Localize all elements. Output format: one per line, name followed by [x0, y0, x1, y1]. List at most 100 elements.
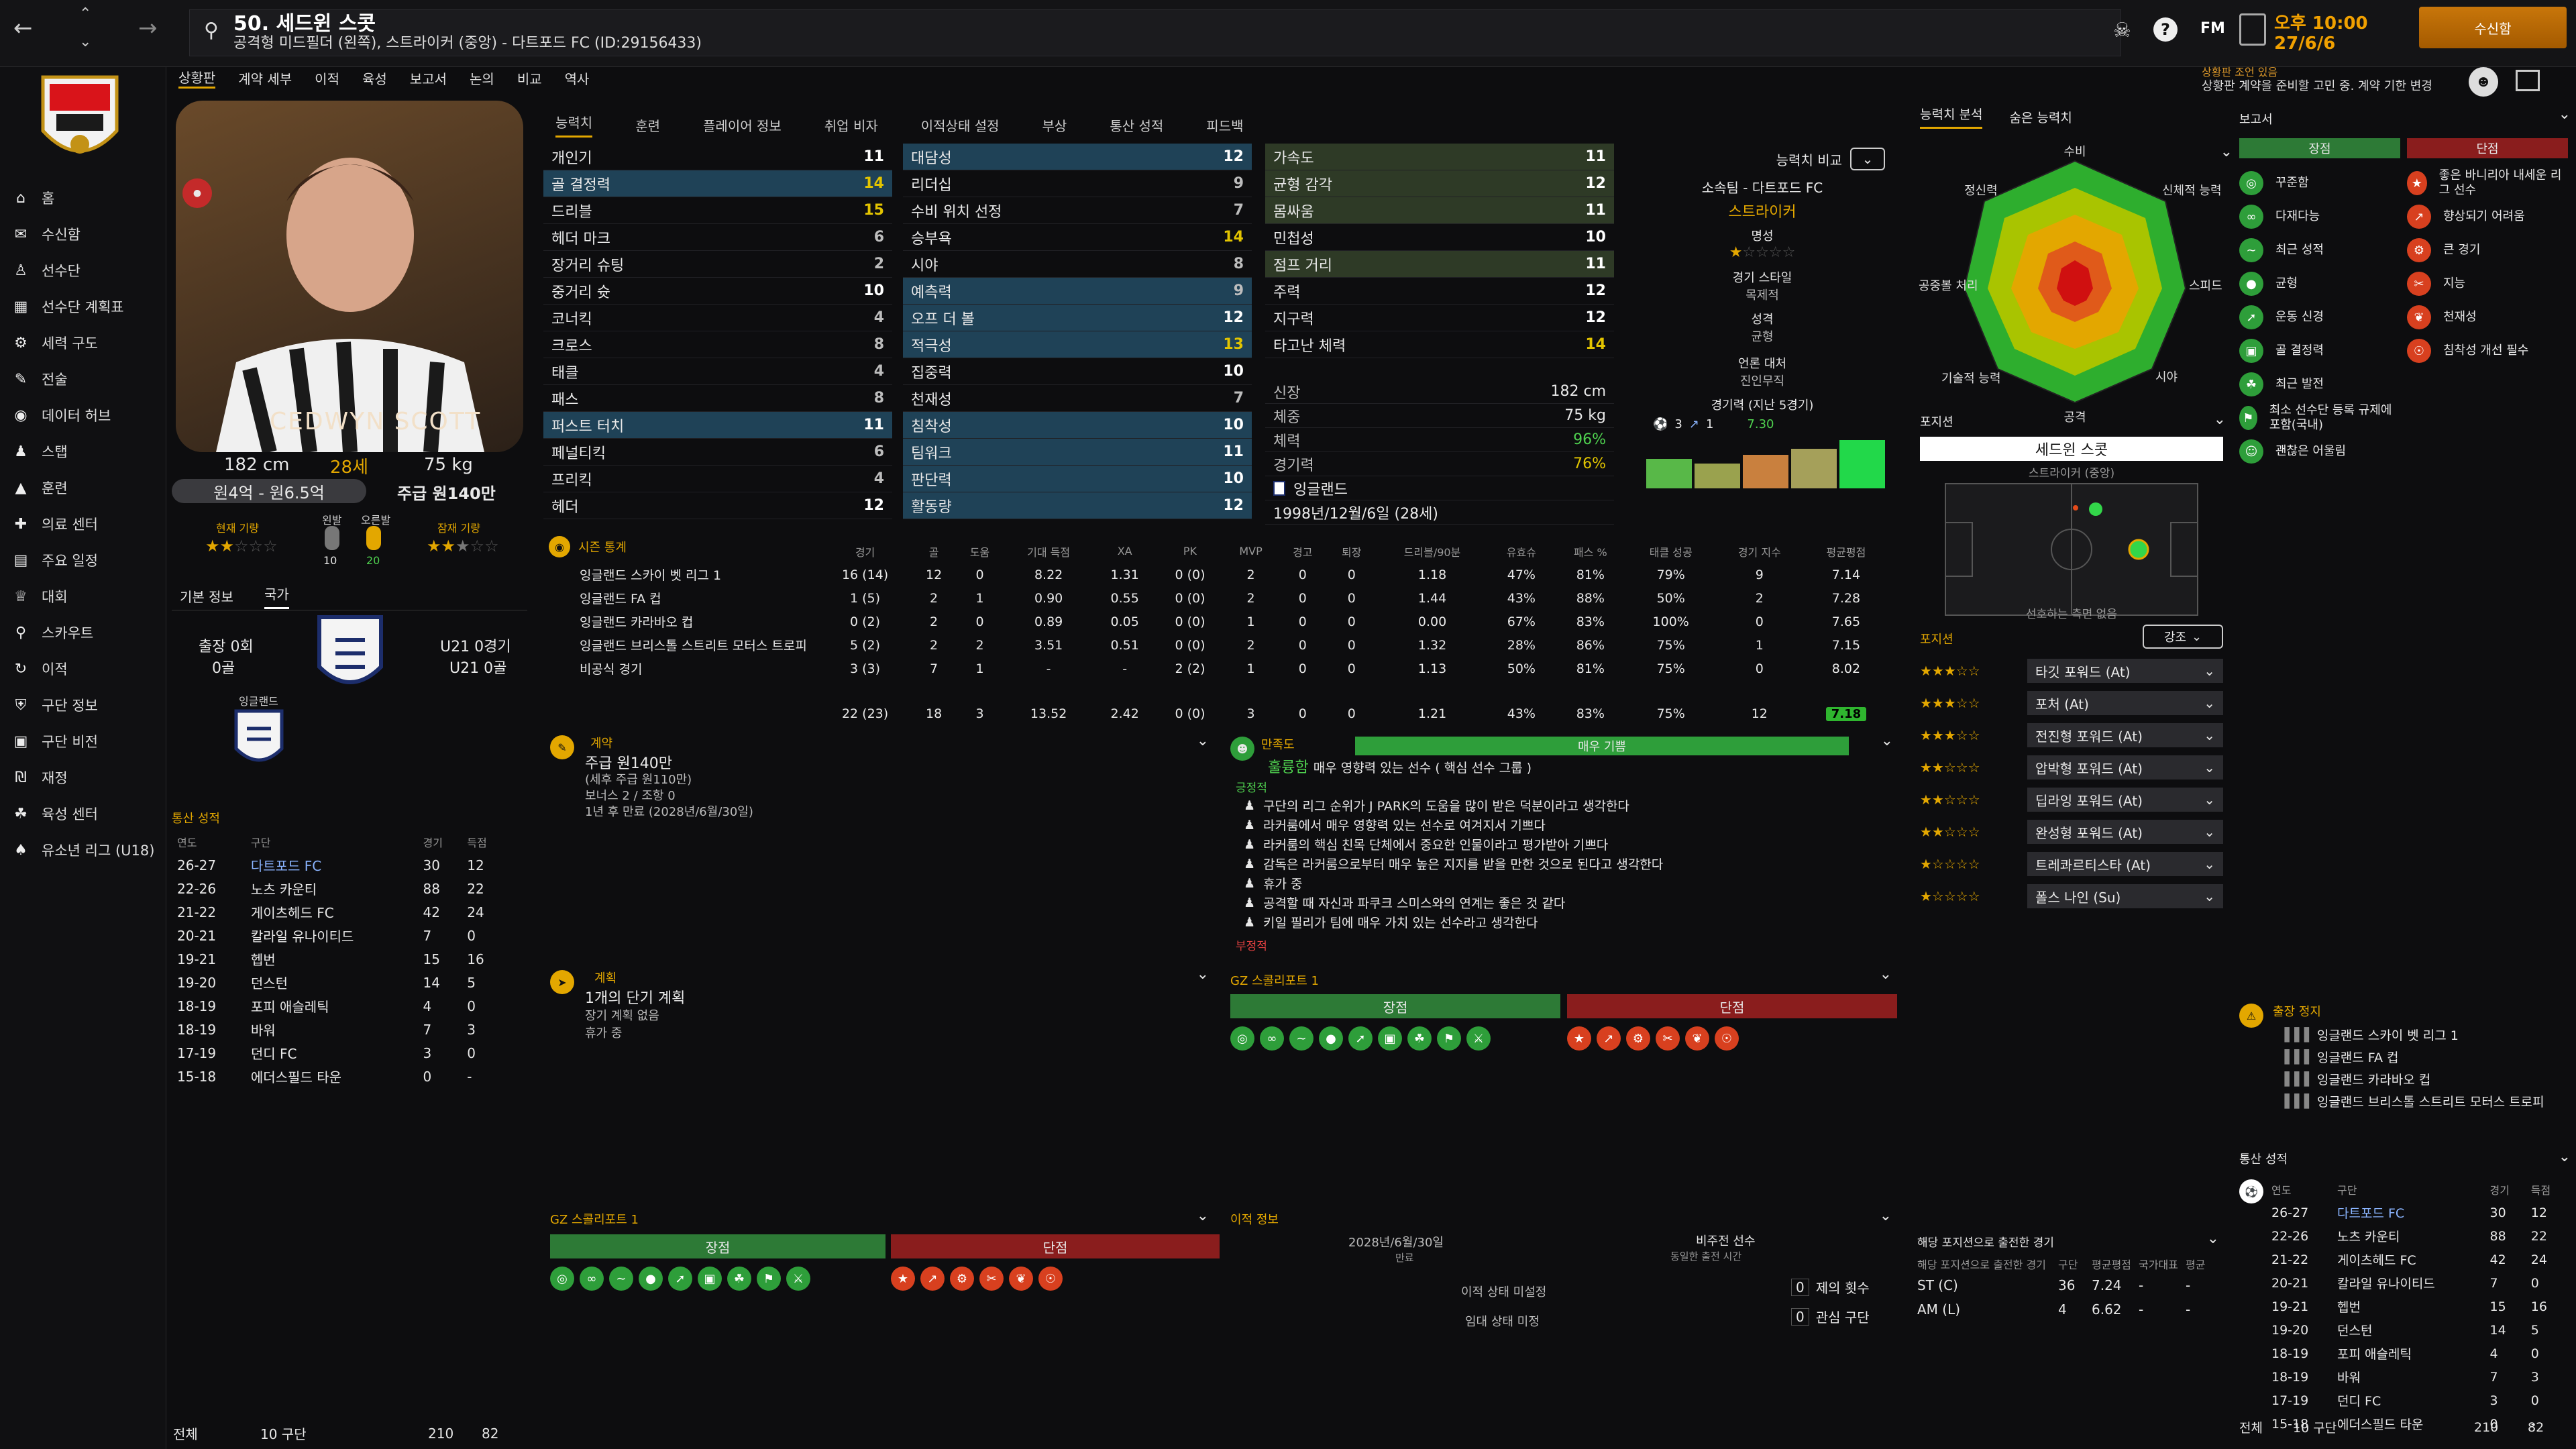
attribute-row[interactable]: 헤더 12 — [543, 492, 892, 519]
sidebar-item-staff[interactable]: ♟ 스탭 — [0, 433, 166, 470]
attribute-row[interactable]: 퍼스트 터치 11 — [543, 412, 892, 439]
transfer-collapse-icon[interactable]: ⌄ — [1879, 1208, 1892, 1224]
attribute-row[interactable]: 시야 8 — [903, 251, 1252, 278]
tab-player-info[interactable]: 플레이어 정보 — [703, 117, 782, 134]
role-row[interactable]: ★☆☆☆☆ 폴스 나인 (Su) ⌄ — [1920, 882, 2223, 910]
attribute-row[interactable]: 침착성 10 — [903, 412, 1252, 439]
notice-text[interactable]: 상황판 계약을 준비할 고민 중. 계약 기한 변경 — [2202, 79, 2432, 93]
club[interactable]: 게이츠헤드 FC — [250, 905, 334, 921]
club[interactable]: 에더스필드 타운 — [2337, 1417, 2424, 1432]
attribute-row[interactable]: 개인기 11 — [543, 144, 892, 170]
back-arrow-icon[interactable]: ← — [13, 15, 33, 42]
sidebar-item-medical[interactable]: ✚ 의료 센터 — [0, 506, 166, 542]
attribute-row[interactable]: 패스 8 — [543, 385, 892, 412]
attribute-row[interactable]: 타고난 체력 14 — [1265, 331, 1614, 358]
tab-career[interactable]: 통산 성적 — [1110, 117, 1164, 134]
club[interactable]: 포피 애슬레틱 — [250, 999, 329, 1015]
attribute-row[interactable]: 팀워크 11 — [903, 439, 1252, 466]
attribute-row[interactable]: 오프 더 볼 12 — [903, 305, 1252, 331]
role-name-dropdown[interactable]: 포처 (At) ⌄ — [2027, 691, 2223, 715]
skull-icon[interactable]: ☠ — [2113, 19, 2131, 42]
report-collapse-icon[interactable]: ⌄ — [2558, 106, 2571, 123]
competition-name[interactable]: 잉글랜드 스카이 벳 리그 1 — [580, 568, 722, 583]
sidebar-item-youth[interactable]: ♠ 유소년 리그 (U18) — [0, 832, 166, 868]
competition-name[interactable]: 잉글랜드 카라바오 컵 — [580, 615, 694, 630]
competition-name[interactable]: 잉글랜드 브리스톨 스트리트 모터스 트로피 — [580, 639, 807, 653]
experience-collapse-icon[interactable]: ⌄ — [2206, 1230, 2219, 1247]
role-row[interactable]: ★★☆☆☆ 완성형 포워드 (At) ⌄ — [1920, 818, 2223, 846]
sidebar-item-squad[interactable]: ♙ 선수단 — [0, 252, 166, 288]
attribute-row[interactable]: 승부욕 14 — [903, 224, 1252, 251]
role-name-dropdown[interactable]: 전진형 포워드 (At) ⌄ — [2027, 723, 2223, 747]
attribute-row[interactable]: 리더십 9 — [903, 170, 1252, 197]
menu-history[interactable]: 역사 — [564, 70, 590, 87]
attribute-row[interactable]: 적극성 13 — [903, 331, 1252, 358]
club[interactable]: 던스턴 — [2337, 1324, 2373, 1338]
club[interactable]: 던디 FC — [2337, 1394, 2381, 1409]
role-name-dropdown[interactable]: 트레콰르티스타 (At) ⌄ — [2027, 852, 2223, 876]
club[interactable]: 칼라일 유나이티드 — [250, 928, 354, 945]
attribute-row[interactable]: 주력 12 — [1265, 278, 1614, 305]
continue-button[interactable]: 수신함 — [2419, 7, 2567, 48]
club[interactable]: 포피 애슬레틱 — [2337, 1347, 2412, 1362]
club[interactable]: 던스턴 — [250, 975, 288, 991]
sidebar-item-training[interactable]: ▲ 훈련 — [0, 470, 166, 506]
attribute-row[interactable]: 프리킥 4 — [543, 466, 892, 492]
role-row[interactable]: ★★★☆☆ 타깃 포워드 (At) ⌄ — [1920, 657, 2223, 685]
club[interactable]: 노츠 카운티 — [250, 881, 317, 898]
search-icon[interactable]: ⚲ — [204, 19, 219, 42]
attribute-row[interactable]: 태클 4 — [543, 358, 892, 385]
attribute-row[interactable]: 크로스 8 — [543, 331, 892, 358]
contract-title[interactable]: 계약 — [590, 737, 613, 751]
scout-collapse-icon-1[interactable]: ⌄ — [1879, 966, 1892, 983]
attribute-row[interactable]: 수비 위치 선정 7 — [903, 197, 1252, 224]
role-row[interactable]: ★★★☆☆ 포처 (At) ⌄ — [1920, 689, 2223, 717]
menu-compare[interactable]: 비교 — [517, 70, 542, 87]
tab-attributes[interactable]: 능력치 — [555, 112, 593, 138]
sidebar-item-finances[interactable]: ₪ 재정 — [0, 759, 166, 796]
menu-development[interactable]: 육성 — [362, 70, 387, 87]
menu-overview[interactable]: 상황판 — [178, 67, 216, 89]
attribute-row[interactable]: 점프 거리 11 — [1265, 251, 1614, 278]
club[interactable]: 바워 — [250, 1022, 276, 1038]
club-badge[interactable] — [30, 67, 130, 174]
scout-collapse-icon-2[interactable]: ⌄ — [1196, 1208, 1209, 1224]
tab-training[interactable]: 훈련 — [635, 117, 661, 134]
tab-hidden-attributes[interactable]: 숨은 능력치 — [2009, 110, 2072, 125]
competition-name[interactable]: 비공식 경기 — [580, 662, 643, 677]
down-chevron-icon[interactable]: ⌄ — [79, 34, 92, 50]
position-collapse-icon[interactable]: ⌄ — [2213, 411, 2226, 428]
happiness-title[interactable]: 만족도 — [1261, 738, 1295, 752]
sidebar-item-tactics[interactable]: ✎ 전술 — [0, 361, 166, 397]
plans-collapse-icon[interactable]: ⌄ — [1196, 966, 1209, 983]
attribute-row[interactable]: 지구력 12 — [1265, 305, 1614, 331]
attribute-row[interactable]: 가속도 11 — [1265, 144, 1614, 170]
attribute-row[interactable]: 중거리 슛 10 — [543, 278, 892, 305]
happiness-collapse-icon[interactable]: ⌄ — [1880, 733, 1893, 749]
roles-grade-dropdown[interactable]: 강조 ⌄ — [2143, 625, 2223, 649]
attribute-row[interactable]: 판단력 10 — [903, 466, 1252, 492]
club[interactable]: 에더스필드 타운 — [250, 1069, 342, 1085]
career-title[interactable]: 통산 성적 — [172, 812, 220, 826]
search-bar[interactable] — [189, 9, 2121, 56]
career-right-collapse-icon[interactable]: ⌄ — [2558, 1148, 2571, 1165]
attribute-row[interactable]: 집중력 10 — [903, 358, 1252, 385]
club[interactable]: 헵번 — [250, 952, 276, 968]
contract-collapse-icon[interactable]: ⌄ — [1196, 733, 1209, 749]
menu-contract[interactable]: 계약 세부 — [238, 70, 292, 87]
sidebar-item-transfers[interactable]: ↻ 이적 — [0, 651, 166, 687]
scout-title-2[interactable]: GZ 스콜리포트 1 — [550, 1213, 639, 1227]
sidebar-item-dynamics[interactable]: ⚙ 세력 구도 — [0, 325, 166, 361]
menu-reports[interactable]: 보고서 — [409, 70, 447, 87]
sidebar-item-competitions[interactable]: ♕ 대회 — [0, 578, 166, 614]
up-chevron-icon[interactable]: ⌃ — [79, 5, 92, 22]
club[interactable]: 헵번 — [2337, 1300, 2361, 1315]
sidebar-item-inbox[interactable]: ✉ 수신함 — [0, 216, 166, 252]
tab-nation[interactable]: 국가 — [264, 584, 289, 609]
staff-icon[interactable]: ☻ — [2469, 67, 2498, 97]
role-name-dropdown[interactable]: 딥라잉 포워드 (At) ⌄ — [2027, 788, 2223, 812]
attribute-row[interactable]: 활동량 12 — [903, 492, 1252, 519]
role-row[interactable]: ★☆☆☆☆ 트레콰르티스타 (At) ⌄ — [1920, 850, 2223, 878]
compare-dropdown-icon[interactable]: ⌄ — [1850, 148, 1885, 170]
attribute-row[interactable]: 천재성 7 — [903, 385, 1252, 412]
